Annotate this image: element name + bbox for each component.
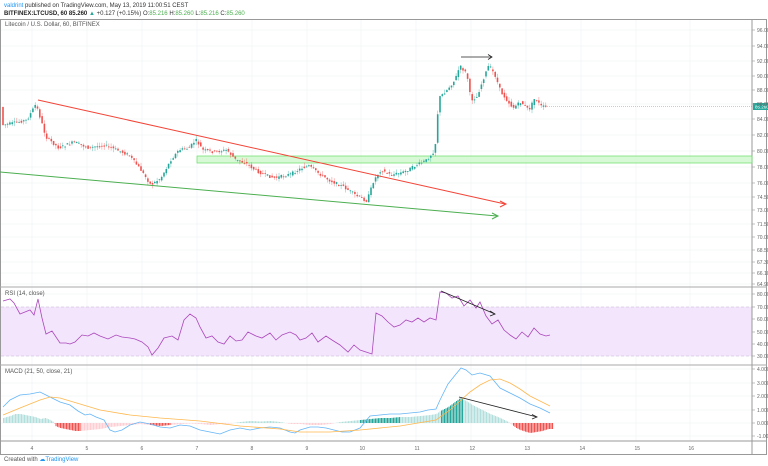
low-label: L: <box>195 11 201 17</box>
high-value: 85.260 <box>175 11 194 17</box>
high-label: H: <box>169 11 176 17</box>
support-zone[interactable] <box>196 155 753 164</box>
svg-text:88.000: 88.000 <box>757 88 768 94</box>
open-value: 85.216 <box>149 11 168 17</box>
y-axis-labels: 96.000 94.000 92.000 90.000 88.000 86.000 84.0… <box>752 28 768 440</box>
green-arrow-icon <box>491 212 500 220</box>
chart-header: valdrint published on TradingView.com, M… <box>4 2 245 18</box>
symbol-label: BITFINEX:LTCUSD, 60 <box>4 11 68 17</box>
tradingview-link[interactable]: TradingView <box>45 457 79 463</box>
current-price: 85.260 <box>68 11 88 17</box>
svg-text:2.000: 2.000 <box>757 394 768 400</box>
close-value: 85.260 <box>226 11 245 17</box>
close-label: C: <box>220 11 227 17</box>
svg-text:73.000: 73.000 <box>757 208 768 214</box>
svg-text:78.000: 78.000 <box>757 165 768 171</box>
chart-frame <box>0 19 767 455</box>
resistance-trendline[interactable] <box>37 99 506 205</box>
rsi-pane-title: RSI (14, close) <box>5 291 45 297</box>
svg-text:9: 9 <box>306 446 309 452</box>
svg-text:68.500: 68.500 <box>757 248 768 254</box>
svg-text:13: 13 <box>525 446 531 452</box>
main-pane-title: Litecoin / U.S. Dollar, 60, BITFINEX <box>5 22 100 28</box>
tradingview-cloud-icon: ☁ <box>39 457 46 463</box>
svg-text:66.100: 66.100 <box>757 271 768 277</box>
svg-text:80.000: 80.000 <box>757 149 768 155</box>
svg-text:-1.000: -1.000 <box>757 434 768 440</box>
rsi-line <box>2 291 551 356</box>
author-link[interactable]: valdrint <box>4 3 24 9</box>
svg-text:64.900: 64.900 <box>757 282 768 288</box>
svg-text:94.000: 94.000 <box>757 44 768 50</box>
svg-text:76.000: 76.000 <box>757 181 768 187</box>
svg-text:4.000: 4.000 <box>757 367 768 373</box>
svg-text:70.000: 70.000 <box>757 235 768 241</box>
svg-text:92.000: 92.000 <box>757 59 768 65</box>
ohlc-line: BITFINEX:LTCUSD, 60 85.260 ▲ +0.127 (+0.… <box>4 10 245 18</box>
svg-text:11: 11 <box>415 446 420 452</box>
svg-text:84.000: 84.000 <box>757 117 768 123</box>
svg-text:16: 16 <box>689 446 695 452</box>
macd-pane-title: MACD (21, 50, close, 21) <box>5 369 73 375</box>
macd-histogram <box>3 398 554 433</box>
svg-text:10: 10 <box>360 446 366 452</box>
grid-lines <box>1 20 752 441</box>
rsi-divergence-line[interactable] <box>440 290 496 315</box>
black-arrow-icon <box>489 310 496 317</box>
svg-text:30.0000: 30.0000 <box>757 354 768 360</box>
svg-text:40.0000: 40.0000 <box>757 342 768 348</box>
svg-text:80.0000: 80.0000 <box>757 292 768 298</box>
red-arrow-icon <box>499 200 508 208</box>
macd-divergence-line[interactable] <box>458 396 538 418</box>
black-arrow-icon <box>487 54 493 60</box>
svg-text:82.000: 82.000 <box>757 133 768 139</box>
open-label: O: <box>142 11 150 17</box>
svg-text:15: 15 <box>635 446 641 452</box>
svg-text:90.000: 90.000 <box>757 74 768 80</box>
svg-text:71.500: 71.500 <box>757 222 768 228</box>
svg-text:12: 12 <box>470 446 476 452</box>
publish-info: published on TradingView.com, May 13, 20… <box>25 3 189 9</box>
svg-text:50.0000: 50.0000 <box>757 330 768 336</box>
support-trendline[interactable] <box>0 171 498 217</box>
rsi-band <box>1 307 752 356</box>
svg-text:85.260: 85.260 <box>755 105 768 110</box>
svg-text:6: 6 <box>141 446 144 452</box>
time-axis[interactable]: 4 5 6 7 8 9 10 11 12 13 14 15 16 <box>31 446 695 452</box>
svg-text:70.0000: 70.0000 <box>757 305 768 311</box>
last-price-badge <box>753 103 768 110</box>
svg-text:74.500: 74.500 <box>757 195 768 201</box>
svg-text:7: 7 <box>196 446 199 452</box>
svg-text:67.300: 67.300 <box>757 260 768 266</box>
svg-text:1.000: 1.000 <box>757 408 768 414</box>
created-with-label: Created with <box>4 457 38 463</box>
up-triangle-icon: ▲ <box>88 11 95 17</box>
candlesticks <box>2 63 547 203</box>
publish-line: valdrint published on TradingView.com, M… <box>4 2 245 10</box>
black-arrow-icon <box>531 414 538 420</box>
svg-text:4: 4 <box>31 446 34 452</box>
svg-text:60.0000: 60.0000 <box>757 317 768 323</box>
signal-line <box>2 378 551 433</box>
svg-text:8: 8 <box>251 446 254 452</box>
svg-text:96.000: 96.000 <box>757 28 768 34</box>
price-change: +0.127 (+0.15%) <box>96 11 142 17</box>
svg-text:86.000: 86.000 <box>757 102 768 108</box>
svg-text:14: 14 <box>580 446 586 452</box>
svg-text:5: 5 <box>86 446 89 452</box>
svg-text:0.000: 0.000 <box>757 421 768 427</box>
svg-text:3.000: 3.000 <box>757 381 768 387</box>
footer: Created with ☁TradingView <box>4 456 78 463</box>
low-value: 85.216 <box>200 11 219 17</box>
